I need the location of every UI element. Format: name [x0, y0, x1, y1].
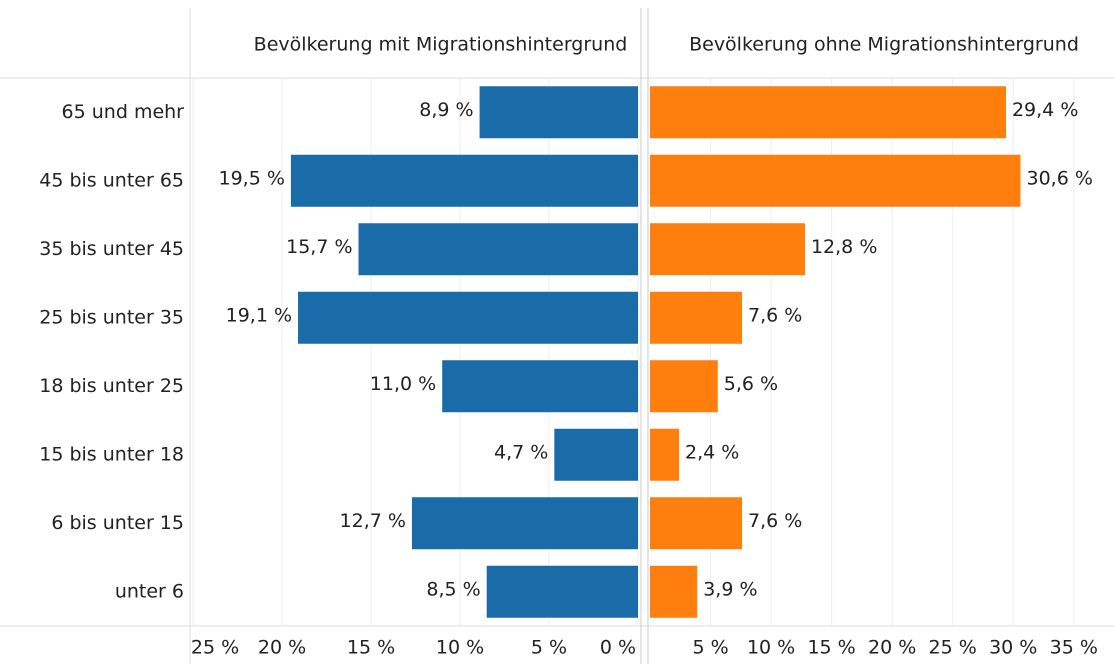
x-tick-label: 5 %	[531, 637, 567, 659]
category-label: 18 bis unter 25	[39, 375, 184, 397]
category-label: 45 bis unter 65	[39, 169, 184, 191]
category-label: 15 bis unter 18	[39, 443, 184, 465]
x-tick-label: 20 %	[258, 637, 306, 659]
bar	[650, 497, 743, 550]
bar	[650, 154, 1021, 207]
x-tick-label: 15 %	[807, 637, 855, 659]
bar	[411, 497, 638, 550]
value-label: 12,7 %	[340, 510, 406, 532]
x-tick-label: 20 %	[868, 637, 916, 659]
value-label: 3,9 %	[703, 578, 757, 600]
x-tick-label: 10 %	[436, 637, 484, 659]
bar	[486, 565, 638, 618]
bar	[650, 291, 743, 344]
value-label: 11,0 %	[370, 373, 436, 395]
bar	[650, 565, 698, 618]
value-label: 8,9 %	[419, 99, 473, 121]
x-tick-label: 25 %	[191, 637, 239, 659]
value-label: 5,6 %	[724, 373, 778, 395]
bar	[650, 223, 805, 276]
value-label: 29,4 %	[1012, 99, 1078, 121]
value-label: 7,6 %	[748, 510, 802, 532]
category-label: 35 bis unter 45	[39, 238, 184, 260]
bar	[479, 86, 638, 139]
value-label: 19,5 %	[218, 167, 284, 189]
value-label: 19,1 %	[226, 304, 292, 326]
category-label: 6 bis unter 15	[51, 512, 184, 534]
bar	[358, 223, 638, 276]
x-tick-label: 15 %	[347, 637, 395, 659]
value-label: 2,4 %	[685, 441, 739, 463]
value-label: 12,8 %	[811, 236, 877, 258]
category-label: 65 und mehr	[62, 101, 185, 123]
category-label: 25 bis unter 35	[39, 306, 184, 328]
x-tick-label: 25 %	[929, 637, 977, 659]
bar	[298, 291, 638, 344]
x-tick-label: 35 %	[1050, 637, 1098, 659]
bar	[650, 360, 718, 413]
value-label: 7,6 %	[748, 304, 802, 326]
value-label: 4,7 %	[494, 441, 548, 463]
category-label: unter 6	[115, 580, 184, 602]
value-label: 30,6 %	[1027, 167, 1093, 189]
panel-title: Bevölkerung ohne Migrationshintergrund	[689, 34, 1079, 56]
value-label: 8,5 %	[426, 578, 480, 600]
bar	[650, 428, 680, 481]
x-tick-label: 30 %	[989, 637, 1037, 659]
panel-title: Bevölkerung mit Migrationshintergrund	[254, 34, 628, 56]
bar	[442, 360, 638, 413]
x-tick-label: 0 %	[600, 637, 636, 659]
x-tick-label: 5 %	[692, 637, 728, 659]
bar	[650, 86, 1006, 139]
bar	[554, 428, 638, 481]
value-label: 15,7 %	[286, 236, 352, 258]
bar	[290, 154, 638, 207]
x-tick-label: 10 %	[747, 637, 795, 659]
